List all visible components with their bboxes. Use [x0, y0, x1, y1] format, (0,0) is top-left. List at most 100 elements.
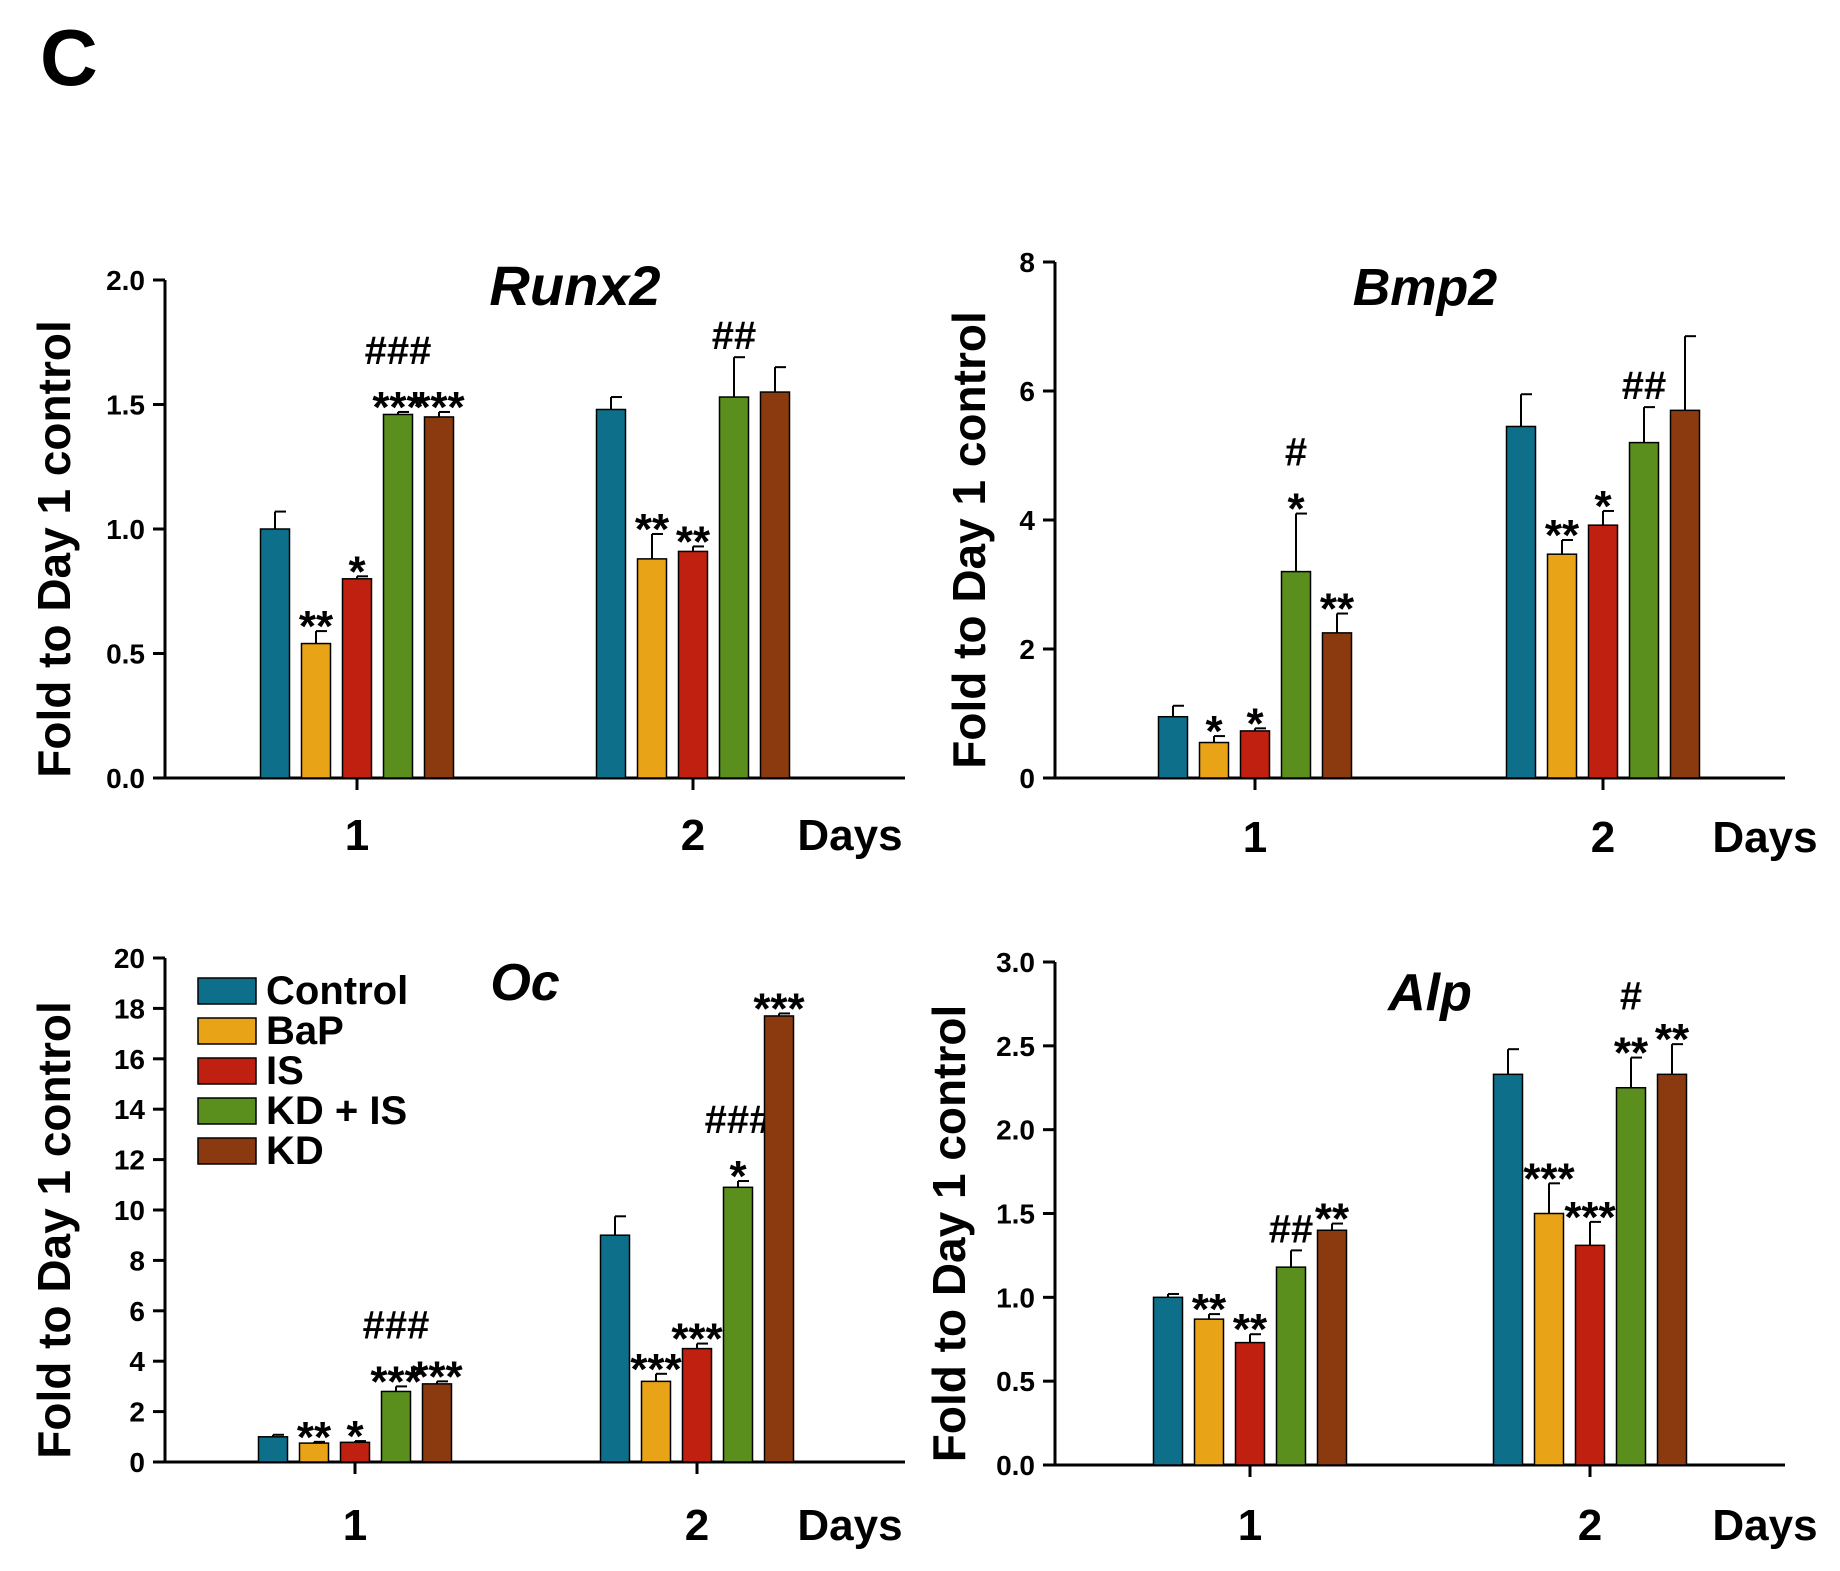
bar	[1280, 570, 1312, 779]
chart-title: Oc	[490, 954, 559, 1012]
bar	[1152, 1296, 1184, 1466]
legend-swatch	[197, 1137, 257, 1165]
y-tick-label: 2.5	[996, 1031, 1035, 1062]
significance-star-label: *	[348, 547, 366, 596]
legend-label: KD + IS	[266, 1089, 407, 1133]
bar	[1505, 425, 1537, 779]
bar	[1234, 1341, 1266, 1466]
bar	[1546, 553, 1578, 779]
x-category-label: 1	[345, 811, 369, 860]
y-tick-label: 0.5	[996, 1366, 1035, 1397]
x-category-label: 1	[1243, 813, 1267, 862]
significance-star-label: **	[1614, 1029, 1649, 1078]
bar	[257, 1436, 289, 1463]
significance-star-label: ***	[370, 1357, 422, 1406]
significance-star-label: *	[1205, 707, 1223, 756]
significance-hash-label: ###	[705, 1098, 772, 1142]
x-category-label: 1	[1238, 1501, 1262, 1550]
y-tick-label: 2	[129, 1397, 145, 1428]
x-axis-title: Days	[1712, 1501, 1817, 1550]
bar	[1193, 1318, 1225, 1466]
significance-star-label: **	[1655, 1015, 1690, 1064]
x-axis-title: Days	[797, 811, 902, 860]
bar	[1574, 1244, 1606, 1466]
y-tick-label: 6	[1019, 376, 1035, 407]
significance-star-label: *	[346, 1412, 364, 1461]
significance-star-label: ***	[1564, 1193, 1616, 1242]
bar	[599, 1234, 631, 1463]
significance-star-label: ***	[671, 1315, 723, 1364]
y-tick-label: 0.0	[996, 1450, 1035, 1481]
legend-swatch	[197, 1097, 257, 1125]
bar	[1198, 741, 1230, 779]
significance-star-label: ***	[372, 383, 424, 432]
significance-hash-label: ##	[712, 314, 757, 358]
y-tick-label: 0	[129, 1447, 145, 1478]
bar	[636, 558, 668, 779]
significance-hash-label: ###	[363, 1303, 430, 1347]
bar	[1669, 409, 1701, 779]
legend-swatch	[197, 977, 257, 1005]
y-tick-label: 12	[114, 1145, 145, 1176]
bar	[1587, 524, 1619, 779]
bar	[380, 1390, 412, 1463]
significance-star-label: **	[1320, 585, 1355, 634]
significance-star-label: **	[635, 505, 670, 554]
significance-star-label: **	[676, 517, 711, 566]
bar	[421, 1383, 453, 1463]
legend-label: KD	[266, 1129, 324, 1173]
y-axis-title: Fold to Day 1 control	[943, 311, 995, 768]
bar	[382, 413, 414, 779]
significance-star-label: ***	[413, 383, 465, 432]
significance-hash-label: ##	[1622, 364, 1667, 408]
significance-star-label: **	[1545, 511, 1580, 560]
bar	[681, 1347, 713, 1463]
legend-swatch	[197, 1057, 257, 1085]
x-category-label: 2	[1591, 813, 1615, 862]
y-tick-label: 2	[1019, 634, 1035, 665]
y-tick-label: 4	[129, 1346, 145, 1377]
y-tick-label: 10	[114, 1195, 145, 1226]
significance-hash-label: #	[1285, 431, 1307, 475]
legend-label: Control	[266, 969, 408, 1013]
y-tick-label: 6	[129, 1296, 145, 1327]
panel-label: C	[40, 13, 98, 102]
significance-star-label: *	[1246, 699, 1264, 748]
bar	[1615, 1087, 1647, 1466]
bar	[259, 528, 291, 779]
bar	[677, 550, 709, 779]
significance-hash-label: ###	[365, 329, 432, 373]
y-tick-label: 1.5	[996, 1199, 1035, 1230]
y-tick-label: 2.0	[106, 265, 145, 296]
significance-star-label: *	[1594, 482, 1612, 531]
bar	[1628, 441, 1660, 779]
bar	[341, 578, 373, 779]
y-tick-label: 20	[114, 943, 145, 974]
significance-star-label: *	[729, 1152, 747, 1201]
significance-star-label: **	[299, 602, 334, 651]
y-tick-label: 16	[114, 1044, 145, 1075]
bar	[1321, 632, 1353, 779]
x-category-label: 2	[681, 811, 705, 860]
x-category-label: 2	[685, 1501, 709, 1550]
bar	[1533, 1212, 1565, 1466]
significance-star-label: ***	[411, 1352, 463, 1401]
y-tick-label: 0.0	[106, 763, 145, 794]
bar	[1492, 1073, 1524, 1466]
y-tick-label: 1.0	[996, 1282, 1035, 1313]
significance-star-label: **	[1315, 1195, 1350, 1244]
bar	[1316, 1229, 1348, 1466]
x-category-label: 2	[1578, 1501, 1602, 1550]
bar	[759, 391, 791, 779]
chart-title: Alp	[1386, 964, 1472, 1022]
legend-label: IS	[266, 1049, 304, 1093]
significance-star-label: **	[297, 1413, 332, 1462]
y-tick-label: 8	[1019, 247, 1035, 278]
significance-star-label: ***	[630, 1345, 682, 1394]
bar	[1157, 715, 1189, 779]
bar	[1656, 1073, 1688, 1466]
y-tick-label: 1.0	[106, 514, 145, 545]
significance-star-label: **	[1233, 1305, 1268, 1354]
legend-swatch	[197, 1017, 257, 1045]
